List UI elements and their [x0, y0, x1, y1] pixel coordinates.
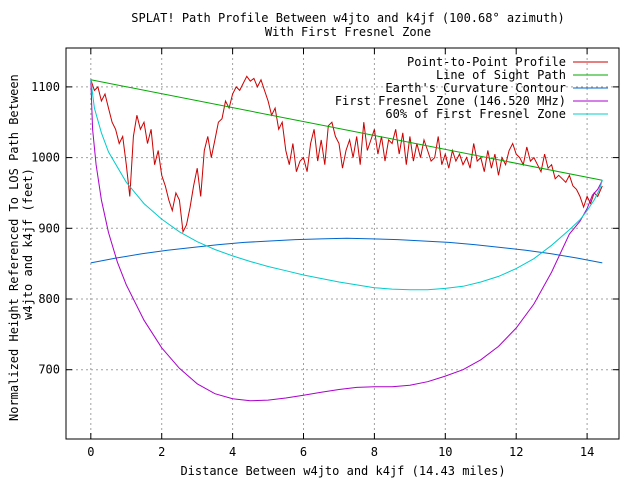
y-axis-label-line-1: Normalized Height Referenced To LOS Path…: [7, 74, 21, 421]
series-line-earth-s-curvature-contour: [90, 237, 603, 264]
legend-label-0: Point-to-Point Profile: [407, 55, 566, 69]
legend-label-4: 60% of First Fresnel Zone: [385, 107, 566, 121]
x-tick-label-7: 14: [580, 445, 594, 459]
x-tick-label-3: 6: [300, 445, 307, 459]
y-tick-label-1: 800: [38, 292, 60, 306]
x-tick-label-4: 8: [371, 445, 378, 459]
legend-label-2: Earth's Curvature Contour: [385, 81, 566, 95]
series-line-point-to-point-profile: [90, 75, 603, 234]
x-tick-label-0: 0: [87, 445, 94, 459]
chart-subtitle: With First Fresnel Zone: [265, 25, 431, 39]
series-lines: [90, 75, 603, 402]
grid-lines: [66, 48, 619, 439]
y-axis-label: Normalized Height Referenced To LOS Path…: [7, 67, 35, 421]
x-tick-label-2: 4: [229, 445, 236, 459]
axis-ticks: 0 2 4 6 8 10 12 14 700 800 900 1000 1100: [31, 48, 619, 459]
series-line-line-of-sight-path: [90, 79, 603, 181]
legend-label-3: First Fresnel Zone (146.520 MHz): [335, 94, 566, 108]
y-tick-label-0: 700: [38, 363, 60, 377]
series-line-60-of-first-fresnel-zone: [90, 79, 603, 291]
chart-title: SPLAT! Path Profile Between w4jto and k4…: [131, 11, 564, 25]
series-line-first-fresnel-zone-146-520-mhz: [90, 79, 603, 402]
x-axis-label: Distance Between w4jto and k4jf (14.43 m…: [180, 464, 505, 478]
y-axis-label-line-2: w4jto and k4jf (feet): [21, 168, 35, 320]
y-tick-label-3: 1000: [31, 151, 60, 165]
plot-frame: [65, 47, 620, 440]
x-tick-label-1: 2: [158, 445, 165, 459]
x-tick-label-5: 10: [438, 445, 452, 459]
x-tick-label-6: 12: [509, 445, 523, 459]
y-tick-label-2: 900: [38, 221, 60, 235]
y-tick-label-4: 1100: [31, 80, 60, 94]
legend-label-1: Line of Sight Path: [436, 68, 566, 82]
